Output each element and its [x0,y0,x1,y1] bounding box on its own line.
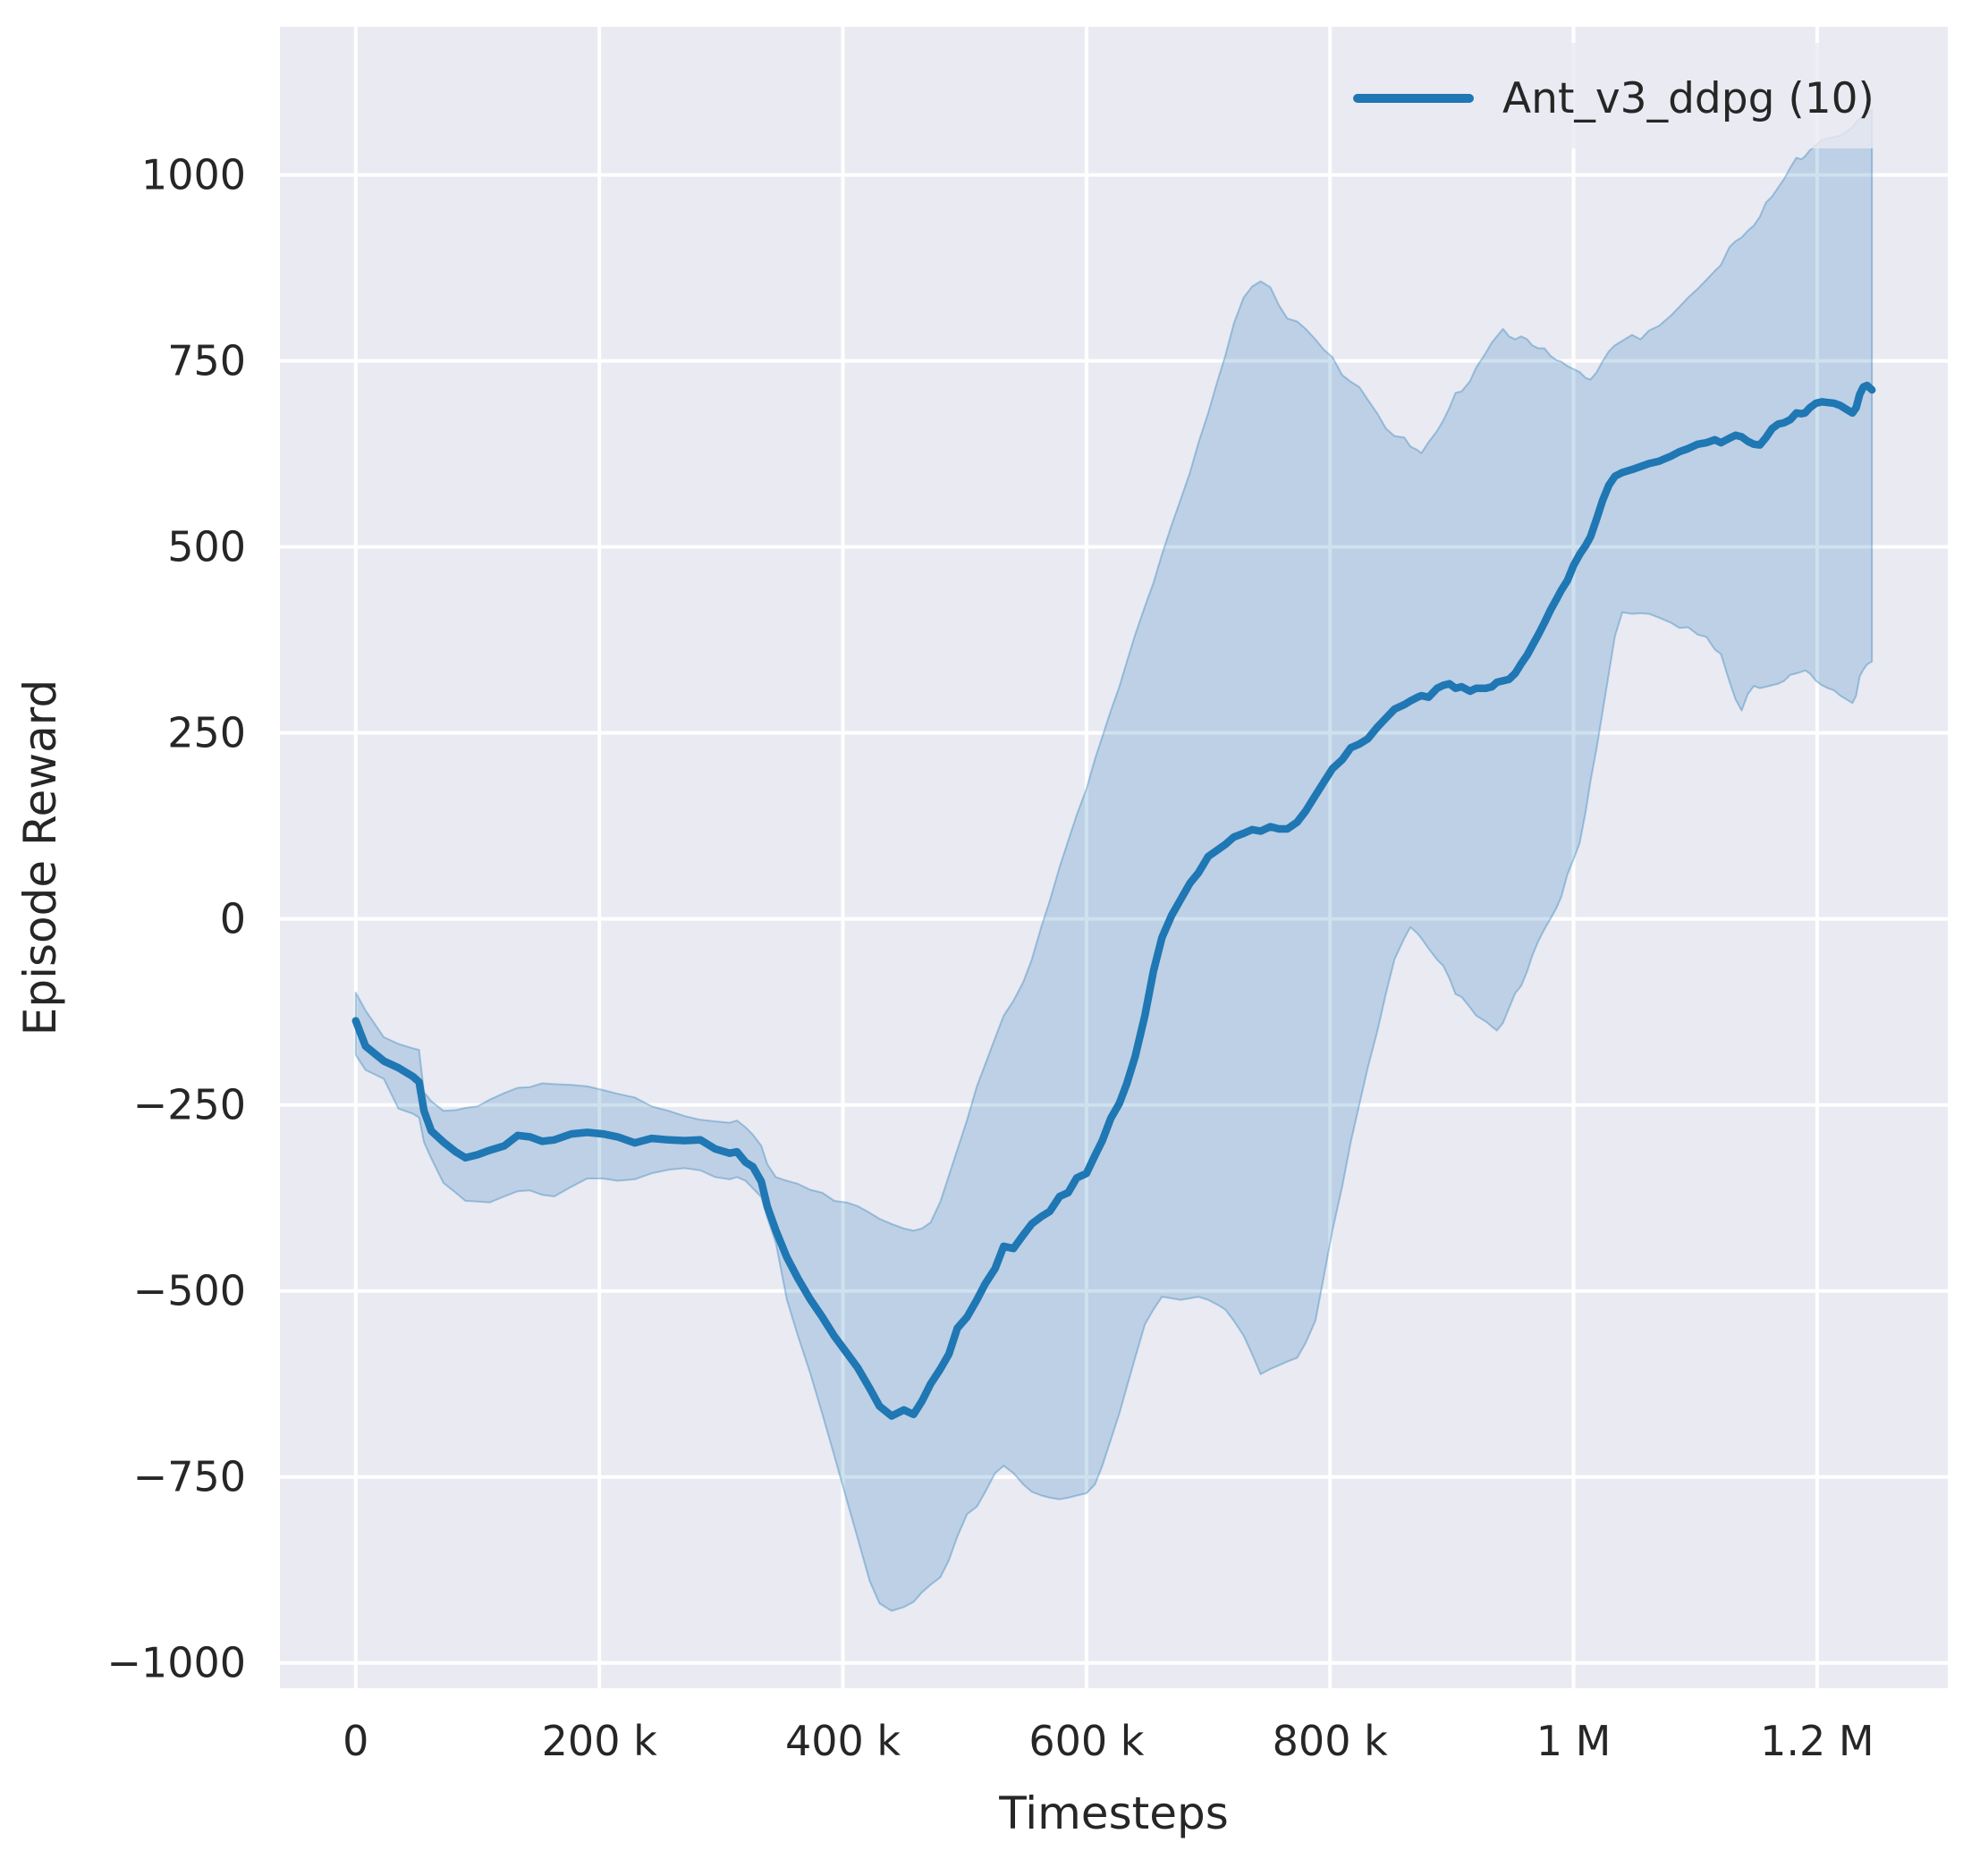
x-tick-label: 800 k [1273,1717,1388,1765]
mean-line [351,381,1876,1420]
tick-labels: 0 200 k 400 k 600 k 800 k 1 M 1.2 M −1000 −750 −5… [106,151,1874,1765]
y-tick-label: 1000 [141,151,246,199]
grid [280,27,1948,1688]
y-tick-label: 750 [167,337,246,385]
y-tick-label: 500 [167,523,246,571]
y-tick-label: −1000 [106,1639,246,1687]
x-tick-label: 0 [343,1717,368,1765]
y-tick-label: −750 [133,1453,246,1501]
x-tick-label: 600 k [1028,1717,1144,1765]
legend: Ant_v3_ddpg (10) [1340,43,1930,148]
x-axis-label: Timesteps [998,1787,1229,1839]
legend-label: Ant_v3_ddpg (10) [1502,74,1874,123]
x-tick-label: 1 M [1536,1717,1612,1765]
x-tick-label: 1.2 M [1760,1717,1874,1765]
y-axis-label: Episode Reward [14,680,66,1035]
y-tick-label: −250 [133,1081,246,1129]
x-tick-label: 200 k [542,1717,657,1765]
y-tick-label: 0 [220,895,246,943]
confidence-band [354,108,1874,1612]
plot-area [280,27,1948,1688]
y-tick-label: −500 [133,1267,246,1315]
y-tick-label: 250 [167,709,246,757]
x-tick-label: 400 k [785,1717,901,1765]
